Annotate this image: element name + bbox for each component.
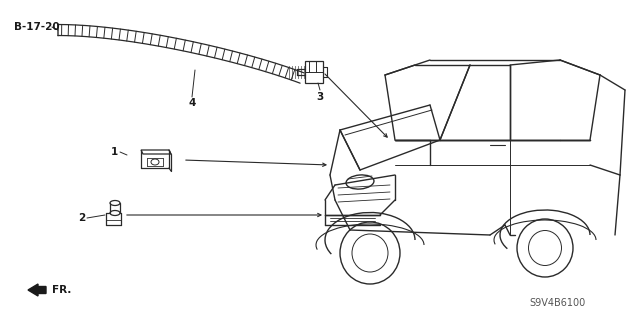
Text: 2: 2: [77, 213, 85, 223]
Text: S9V4B6100: S9V4B6100: [530, 298, 586, 308]
Text: 4: 4: [188, 98, 196, 108]
Bar: [305, 61, 323, 83]
Text: FR.: FR.: [52, 285, 72, 295]
FancyArrow shape: [28, 284, 46, 296]
Text: B-17-20: B-17-20: [14, 22, 60, 32]
Text: 1: 1: [111, 147, 118, 157]
Text: 3: 3: [316, 92, 324, 102]
